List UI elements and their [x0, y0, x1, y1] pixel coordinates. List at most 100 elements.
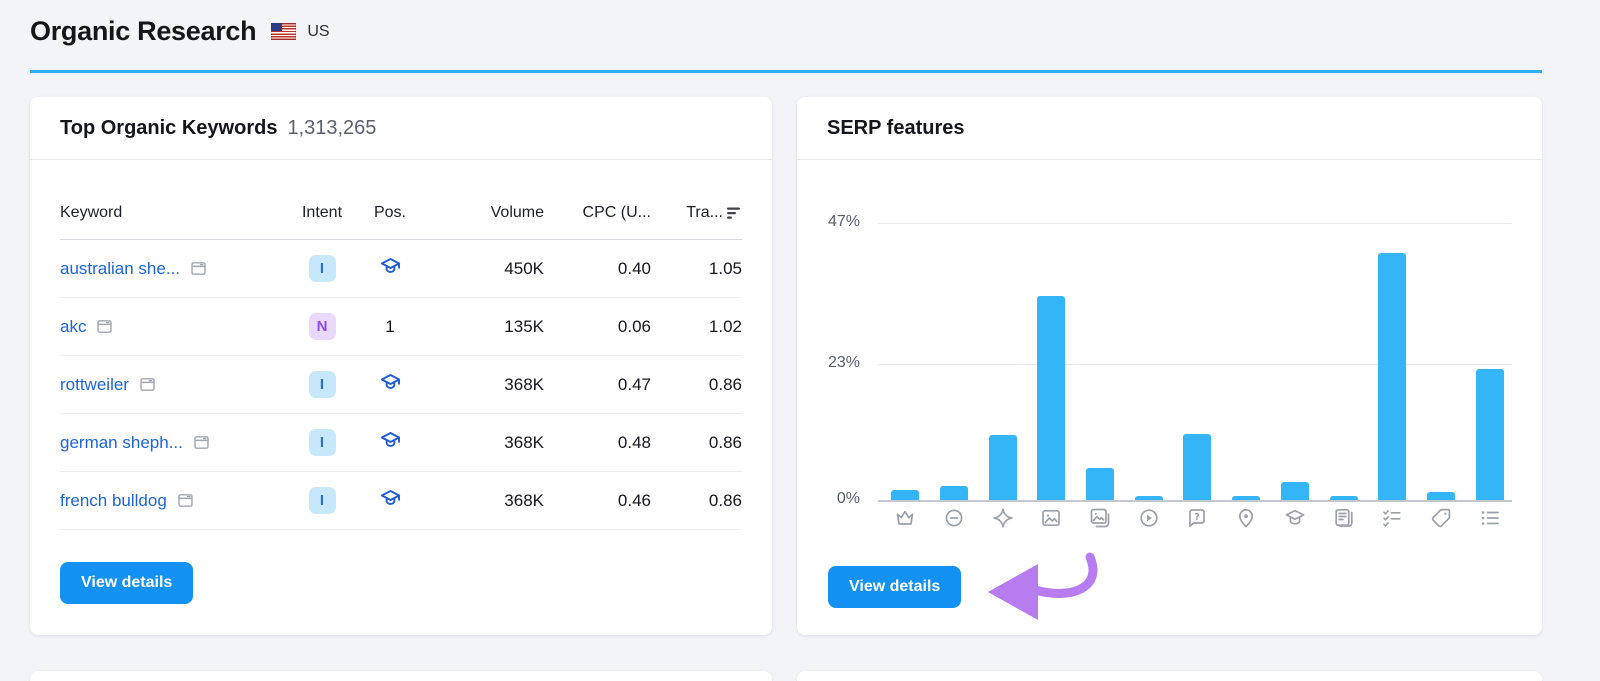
bar-product-tag[interactable] [1426, 491, 1455, 500]
featured-image-icon[interactable] [1076, 506, 1125, 530]
keyword-link[interactable]: german sheph... [60, 432, 183, 452]
bar-slot [1465, 223, 1514, 500]
serp-snapshot-icon[interactable] [176, 491, 195, 510]
serp-features-card: SERP features 47% 23% 0% ? View details [797, 97, 1542, 635]
bar-slot [978, 223, 1027, 500]
bar-people-also-ask[interactable] [1183, 434, 1212, 500]
keyword-link[interactable]: australian she... [60, 258, 181, 278]
bar-slot [1173, 223, 1222, 500]
volume-value: 368K [504, 432, 544, 452]
cpc-value: 0.40 [617, 258, 651, 278]
bar-slot [1222, 223, 1271, 500]
bar-top-stories[interactable] [1329, 495, 1358, 500]
bar-featured-snippet[interactable] [891, 490, 920, 500]
svg-text:?: ? [1195, 512, 1201, 523]
table-row: rottweiler I 368K 0.47 0.86 [60, 356, 742, 414]
keywords-total-count: 1,313,265 [287, 116, 377, 139]
keyword-cell: german sheph... [60, 433, 290, 453]
image-pack-icon[interactable] [1027, 506, 1076, 530]
intent-badge: I [308, 487, 336, 514]
keyword-link[interactable]: rottweiler [60, 374, 129, 394]
knowledge-panel-icon[interactable] [1271, 506, 1320, 530]
bar-faq[interactable] [1378, 252, 1407, 500]
chart-x-axis-icons: ? [881, 506, 1514, 530]
traffic-value: 0.86 [708, 374, 742, 394]
next-card-preview-right [797, 671, 1542, 681]
bar-slot [881, 223, 930, 500]
featured-snippet-icon[interactable] [881, 506, 930, 530]
bar-sitelinks[interactable] [940, 485, 969, 500]
ai-overview-icon[interactable] [978, 506, 1027, 530]
serp-features-bar-chart: 47% 23% 0% ? [797, 97, 1542, 635]
local-pack-icon[interactable] [1222, 506, 1271, 530]
serp-card-title: SERP features [827, 116, 965, 139]
top-stories-icon[interactable] [1319, 506, 1368, 530]
bar-slot [1027, 223, 1076, 500]
bar-knowledge-panel[interactable] [1280, 481, 1309, 500]
related-searches-icon[interactable] [1465, 506, 1514, 530]
traffic-value: 1.05 [708, 258, 742, 278]
chart-bars [881, 223, 1514, 500]
cpc-value: 0.46 [617, 490, 651, 510]
position-serp-feature-icon [379, 487, 402, 510]
serp-snapshot-icon[interactable] [189, 259, 208, 278]
position-serp-feature-icon [379, 371, 402, 394]
y-axis-tick-label: 0% [836, 490, 860, 507]
keywords-view-details-button[interactable]: View details [60, 562, 194, 604]
product-tag-icon[interactable] [1417, 506, 1466, 530]
serp-snapshot-icon[interactable] [95, 317, 114, 336]
page-header: Organic Research US [30, 16, 330, 47]
top-organic-keywords-card: Top Organic Keywords 1,313,265 Keyword I… [30, 97, 772, 635]
column-header-position[interactable]: Pos. [373, 204, 406, 221]
bar-featured-image[interactable] [1086, 468, 1115, 500]
keyword-cell: french bulldog [60, 491, 290, 511]
next-card-preview-left [30, 671, 772, 681]
serp-snapshot-icon[interactable] [192, 433, 211, 452]
table-row: german sheph... I 368K 0.48 0.86 [60, 414, 742, 472]
keywords-card-title: Top Organic Keywords [60, 116, 278, 139]
bar-local-pack[interactable] [1232, 495, 1261, 500]
bar-image-pack[interactable] [1037, 295, 1066, 500]
column-header-keyword[interactable]: Keyword [60, 204, 123, 221]
bar-ai-overview[interactable] [988, 435, 1017, 500]
volume-value: 450K [504, 258, 544, 278]
traffic-value: 0.86 [708, 490, 742, 510]
gridline [878, 223, 1512, 224]
serp-view-details-button[interactable]: View details [828, 566, 962, 608]
bar-slot [1417, 223, 1466, 500]
bar-slot [1124, 223, 1173, 500]
sort-descending-icon[interactable] [726, 207, 742, 220]
header-accent-divider [30, 70, 1542, 73]
column-header-volume[interactable]: Volume [490, 204, 544, 221]
column-header-cpc[interactable]: CPC (U... [582, 204, 651, 221]
gridline [878, 364, 1512, 366]
bar-related-searches[interactable] [1475, 368, 1504, 500]
keyword-link[interactable]: french bulldog [60, 490, 167, 510]
traffic-value: 0.86 [708, 432, 742, 452]
serp-snapshot-icon[interactable] [138, 375, 157, 394]
position-serp-feature-icon [379, 255, 402, 278]
us-flag-icon [271, 23, 297, 40]
bar-video[interactable] [1134, 495, 1163, 500]
serp-card-header: SERP features [797, 97, 1542, 160]
country-label: US [307, 22, 330, 40]
bar-slot [930, 223, 979, 500]
keywords-table: Keyword Intent Pos. Volume CPC (U... Tra… [30, 160, 772, 530]
volume-value: 368K [504, 374, 544, 394]
faq-icon[interactable] [1368, 506, 1417, 530]
bar-slot [1076, 223, 1125, 500]
sitelinks-icon[interactable] [930, 506, 979, 530]
page-title: Organic Research [30, 16, 257, 46]
keyword-link[interactable]: akc [60, 316, 87, 336]
table-row: australian she... I 450K 0.40 1.05 [60, 240, 742, 298]
column-header-traffic[interactable]: Tra... [686, 204, 742, 222]
keyword-cell: rottweiler [60, 375, 290, 395]
position-value: 1 [385, 316, 395, 336]
bar-slot [1319, 223, 1368, 500]
position-serp-feature-icon [379, 429, 402, 452]
cpc-value: 0.47 [617, 374, 651, 394]
column-header-intent[interactable]: Intent [301, 204, 343, 221]
video-icon[interactable] [1124, 506, 1173, 530]
people-also-ask-icon[interactable]: ? [1173, 506, 1222, 530]
keyword-cell: australian she... [60, 259, 290, 279]
